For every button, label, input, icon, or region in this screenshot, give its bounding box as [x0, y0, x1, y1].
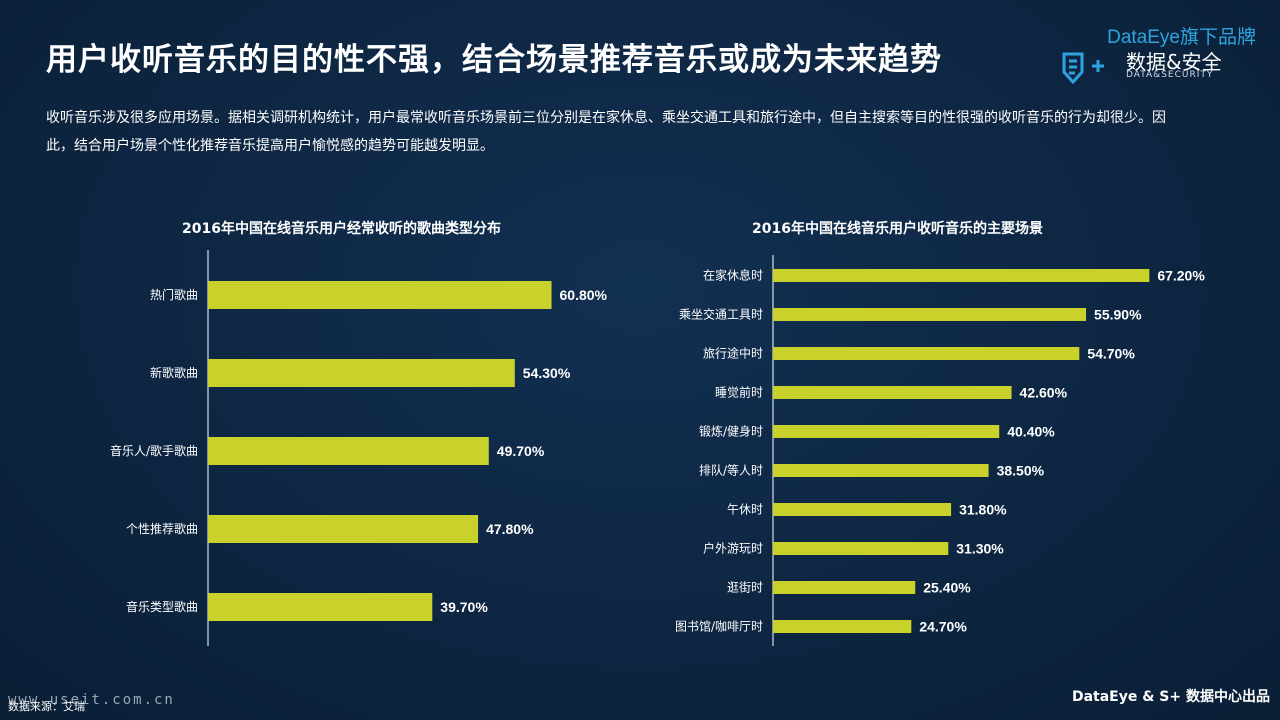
- category-label-1: 新歌歌曲: [150, 365, 198, 380]
- bar-5: [773, 464, 989, 477]
- intro-paragraph: 收听音乐涉及很多应用场景。据相关调研机构统计，用户最常收听音乐场景前三位分别是在…: [46, 110, 1166, 154]
- value-label-0: 67.20%: [1157, 268, 1205, 284]
- category-label-4: 音乐类型歌曲: [126, 599, 198, 614]
- bar-0: [208, 281, 552, 309]
- value-label-3: 42.60%: [1020, 385, 1068, 401]
- bar-7: [773, 542, 949, 555]
- value-label-0: 60.80%: [560, 287, 608, 303]
- category-label-0: 在家休息时: [703, 268, 763, 283]
- value-label-1: 54.30%: [523, 365, 571, 381]
- value-label-1: 55.90%: [1094, 307, 1142, 323]
- bar-1: [773, 308, 1087, 321]
- category-label-4: 锻炼/健身时: [699, 424, 763, 439]
- value-label-2: 49.70%: [497, 443, 545, 459]
- category-label-2: 音乐人/歌手歌曲: [110, 443, 198, 458]
- watermark: www.useit.com.cn: [8, 692, 175, 708]
- chart-1-title: 2016年中国在线音乐用户经常收听的歌曲类型分布: [182, 221, 501, 237]
- brand-name-cn: 数据&安全: [1126, 50, 1222, 74]
- value-label-4: 39.70%: [440, 599, 488, 615]
- bar-4: [208, 593, 433, 621]
- category-label-0: 热门歌曲: [150, 287, 198, 302]
- category-label-2: 旅行途中时: [703, 346, 763, 361]
- value-label-3: 47.80%: [486, 521, 534, 537]
- chart-song-types: 热门歌曲 60.80% 新歌歌曲 54.30% 音乐人/歌手歌曲 49.70% 个性推荐歌曲…: [110, 250, 608, 646]
- bar-2: [208, 437, 489, 465]
- brand-name-en: DATA&SECURITY: [1126, 70, 1214, 80]
- category-label-1: 乘坐交通工具时: [679, 307, 763, 322]
- value-label-5: 38.50%: [997, 463, 1045, 479]
- chart-2-title: 2016年中国在线音乐用户收听音乐的主要场景: [752, 221, 1043, 237]
- page-title: 用户收听音乐的目的性不强，结合场景推荐音乐或成为未来趋势: [46, 42, 942, 78]
- bar-3: [773, 386, 1012, 399]
- category-label-3: 个性推荐歌曲: [126, 521, 198, 536]
- brand-logo-block: DataEye旗下品牌 数据&安全 DATA&SECURITY: [1056, 18, 1256, 88]
- source-note: 数据来源：艾瑞: [8, 700, 85, 713]
- bar-3: [208, 515, 479, 543]
- bar-4: [773, 425, 1000, 438]
- value-label-8: 25.40%: [923, 580, 971, 596]
- value-label-4: 40.40%: [1007, 424, 1055, 440]
- value-label-7: 31.30%: [956, 541, 1004, 557]
- bar-2: [773, 347, 1080, 360]
- value-label-6: 31.80%: [959, 502, 1007, 518]
- category-label-6: 午休时: [727, 503, 763, 517]
- bar-9: [773, 620, 912, 633]
- bar-1: [208, 359, 515, 387]
- value-label-2: 54.70%: [1087, 346, 1135, 362]
- chart-listening-scenes: 在家休息时 67.20% 乘坐交通工具时 55.90% 旅行途中时 54.70% 睡觉前时 4…: [675, 255, 1205, 646]
- shield-plus-logo-icon: [1062, 52, 1104, 84]
- bar-6: [773, 503, 952, 516]
- brand-tagline: DataEye旗下品牌: [1107, 27, 1256, 48]
- bar-0: [773, 269, 1150, 282]
- category-label-3: 睡觉前时: [715, 385, 763, 400]
- category-label-9: 图书馆/咖啡厅时: [675, 619, 763, 634]
- category-label-8: 逛街时: [727, 581, 763, 595]
- bar-8: [773, 581, 916, 594]
- value-label-9: 24.70%: [919, 619, 967, 635]
- category-label-7: 户外游玩时: [703, 541, 763, 556]
- category-label-5: 排队/等人时: [699, 463, 763, 478]
- footer-brand: DataEye & S+ 数据中心出品: [1071, 689, 1270, 705]
